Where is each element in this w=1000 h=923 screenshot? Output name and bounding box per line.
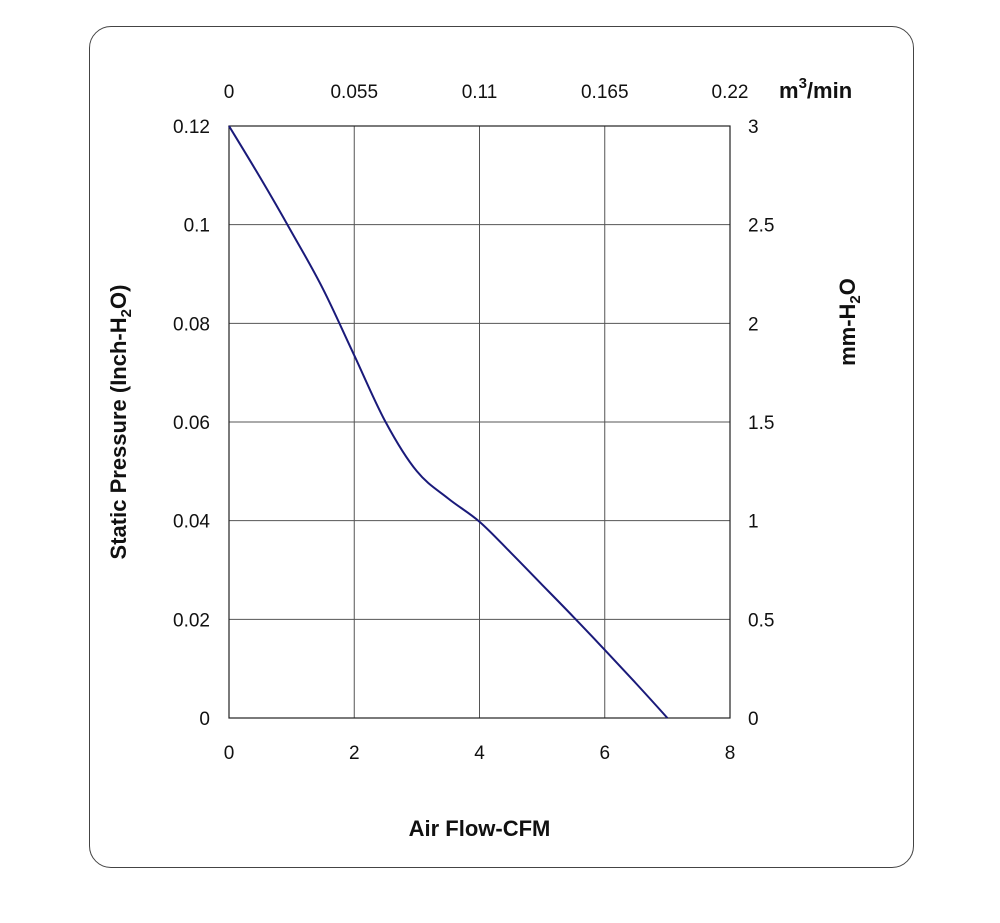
x-axis-title: Air Flow-CFM — [409, 816, 551, 841]
chart-frame — [89, 26, 914, 868]
x2-tick-label: 0.11 — [462, 82, 498, 103]
pq-curve-line — [228, 125, 669, 719]
x-tick-label: 0 — [224, 743, 235, 764]
x2-axis-title-superscript: 3 — [799, 75, 807, 92]
plot-area — [228, 125, 731, 719]
y2-tick-label: 1 — [748, 512, 759, 533]
y-tick-label: 0.06 — [173, 413, 210, 434]
y2-tick-label: 1.5 — [748, 413, 774, 434]
y-tick-label: 0.12 — [173, 117, 210, 138]
tick-labels: 0 2 4 6 80 0.055 0.11 0.165 0.2200.020.040.060.0… — [173, 82, 774, 764]
x2-tick-label: 0.22 — [712, 82, 749, 103]
x-tick-label: 2 — [349, 743, 360, 764]
y-tick-label: 0.08 — [173, 314, 210, 335]
y-axis-title: Static Pressure (Inch-H2O) — [106, 285, 135, 560]
y2-tick-label: 3 — [748, 117, 759, 138]
x-tick-label: 4 — [474, 743, 485, 764]
grid — [229, 126, 730, 718]
y-tick-label: 0.02 — [173, 610, 210, 631]
y-tick-label: 0.1 — [184, 216, 210, 237]
y-tick-label: 0 — [199, 709, 210, 730]
x2-tick-label: 0 — [224, 82, 235, 103]
x2-tick-label: 0.165 — [581, 82, 629, 103]
y2-axis-title: mm-H2O — [835, 278, 864, 366]
y2-tick-label: 2 — [748, 314, 759, 335]
y2-tick-label: 2.5 — [748, 216, 774, 237]
y2-axis-title-subscript: 2 — [847, 295, 864, 303]
y-tick-label: 0.04 — [173, 512, 210, 533]
y2-tick-label: 0.5 — [748, 610, 774, 631]
x2-axis-title: m3/min — [779, 75, 852, 103]
x-tick-label: 6 — [599, 743, 610, 764]
x2-tick-label: 0.055 — [330, 82, 378, 103]
y-axis-title-subscript: 2 — [118, 309, 135, 317]
x-tick-label: 8 — [725, 743, 736, 764]
y2-tick-label: 0 — [748, 709, 759, 730]
